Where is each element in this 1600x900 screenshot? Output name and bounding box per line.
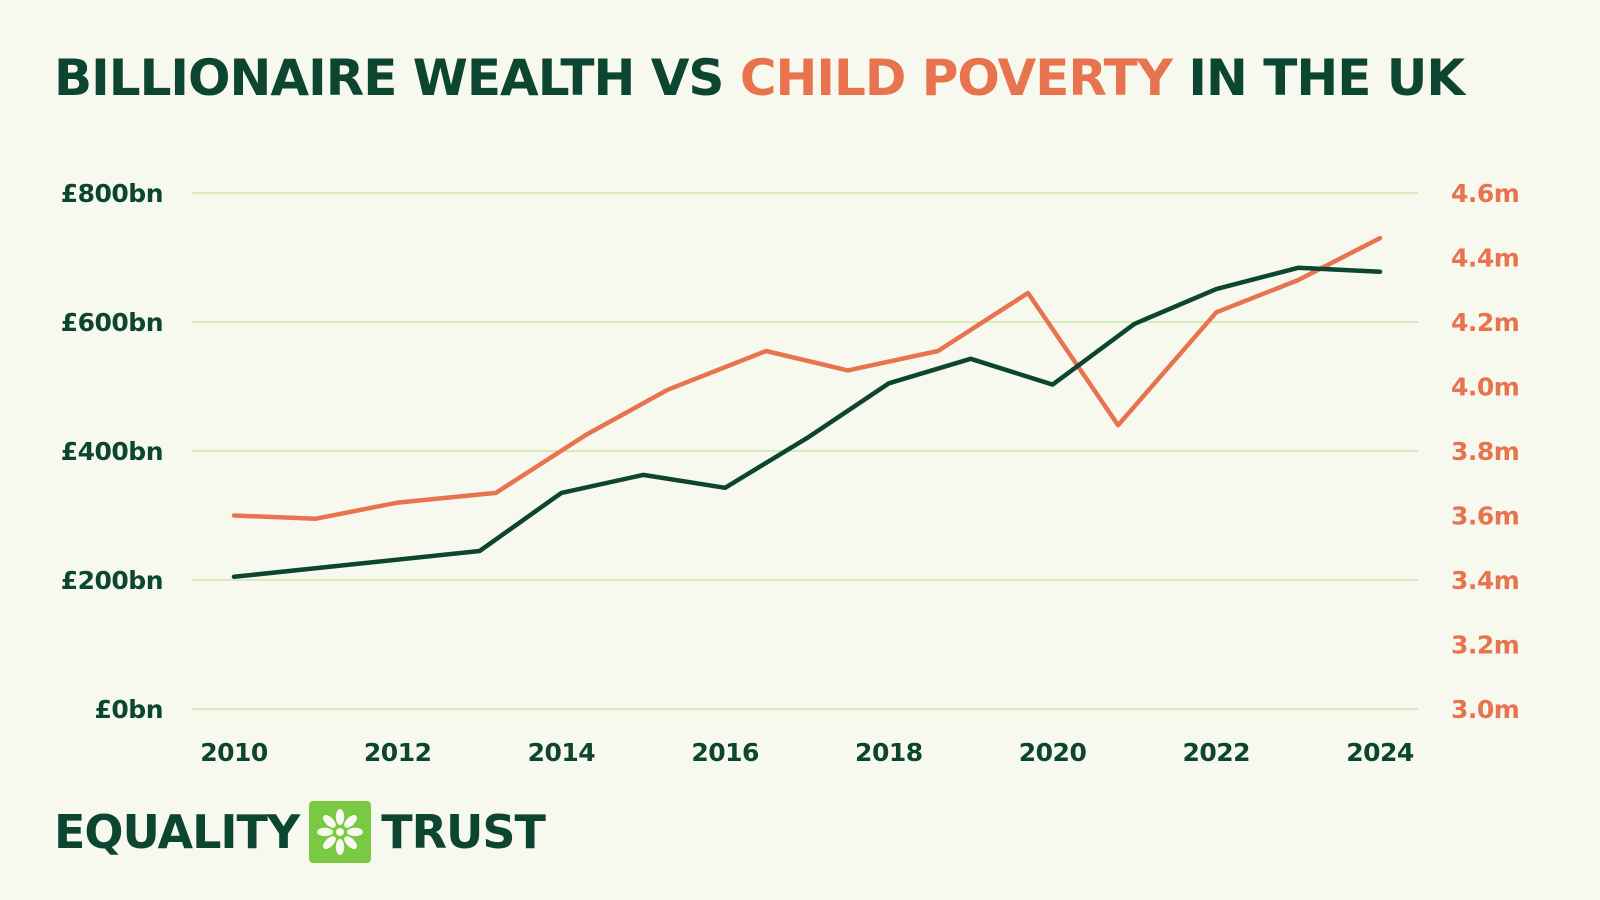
equality-trust-logo: EQUALITY TRUST bbox=[54, 800, 546, 864]
right-tick-label: 3.6m bbox=[1451, 502, 1519, 531]
left-tick-label: £0bn bbox=[95, 695, 163, 724]
right-tick-label: 3.8m bbox=[1451, 437, 1519, 466]
chart-title-part1: BILLIONAIRE WEALTH VS bbox=[54, 49, 724, 107]
x-tick-label: 2012 bbox=[364, 738, 432, 767]
right-tick-label: 3.0m bbox=[1451, 695, 1519, 724]
left-tick-label: £200bn bbox=[61, 566, 163, 595]
x-tick-label: 2020 bbox=[1019, 738, 1087, 767]
x-tick-label: 2022 bbox=[1182, 738, 1250, 767]
series-line-child-poverty bbox=[231, 235, 1383, 521]
x-tick-label: 2024 bbox=[1346, 738, 1414, 767]
right-tick-label: 4.2m bbox=[1451, 308, 1519, 337]
left-tick-label: £600bn bbox=[61, 308, 163, 337]
series-line-billionaire-wealth bbox=[231, 265, 1383, 580]
right-y-axis: 3.0m 3.2m 3.4m 3.6m 3.8m 4.0m 4.2m 4.4m 4.6m bbox=[1451, 179, 1520, 724]
chart-title-part3: IN THE UK bbox=[1188, 49, 1465, 107]
right-tick-label: 4.6m bbox=[1451, 179, 1519, 208]
right-tick-label: 3.4m bbox=[1451, 566, 1519, 595]
x-tick-label: 2018 bbox=[855, 738, 923, 767]
right-tick-label: 3.2m bbox=[1451, 631, 1519, 660]
logo-word-trust: TRUST bbox=[381, 805, 546, 859]
gridlines bbox=[192, 192, 1418, 710]
series-lines bbox=[231, 235, 1383, 580]
x-tick-label: 2016 bbox=[691, 738, 759, 767]
right-tick-label: 4.4m bbox=[1451, 244, 1519, 273]
chart-title-part2: CHILD POVERTY bbox=[739, 49, 1173, 107]
left-y-axis: £0bn £200bn £400bn £600bn £800bn bbox=[61, 179, 164, 724]
left-tick-label: £400bn bbox=[61, 437, 163, 466]
right-tick-label: 4.0m bbox=[1451, 373, 1519, 402]
x-tick-label: 2014 bbox=[528, 738, 596, 767]
x-axis: 2010 2012 2014 2016 2018 2020 2022 2024 bbox=[200, 738, 1414, 767]
logo-word-equality: EQUALITY bbox=[54, 805, 300, 859]
chart-title: BILLIONAIRE WEALTH VS CHILD POVERTY IN T… bbox=[54, 42, 1465, 114]
asterisk-flower-icon bbox=[309, 801, 372, 863]
left-tick-label: £800bn bbox=[61, 179, 163, 208]
x-tick-label: 2010 bbox=[200, 738, 268, 767]
